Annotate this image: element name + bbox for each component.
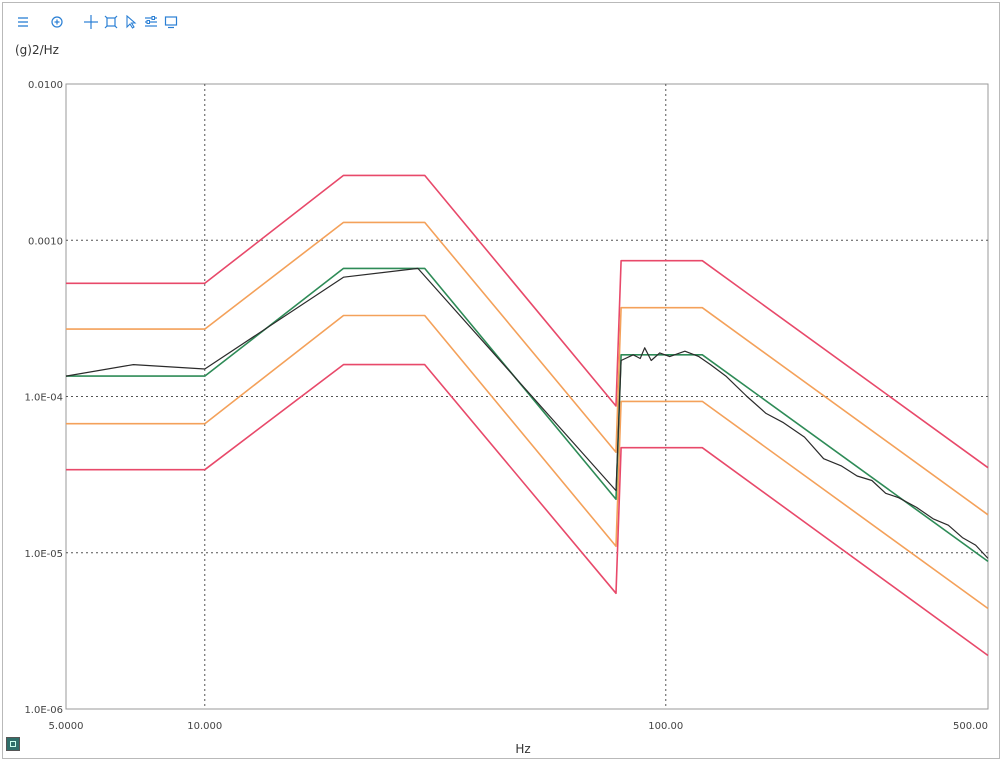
y-tick-label: 1.0E-04 (24, 393, 63, 404)
y-tick-label: 0.0010 (28, 236, 63, 247)
series-line-3 (66, 314, 989, 610)
x-tick-label: 500.00 (953, 721, 988, 732)
y-tick-label: 1.0E-05 (24, 549, 63, 560)
x-axis-label: Hz (515, 742, 530, 756)
y-tick-label: 0.0100 (28, 80, 63, 91)
menu-icon[interactable] (13, 12, 33, 32)
legend-toggle-icon[interactable] (6, 737, 20, 751)
fit-icon[interactable] (101, 12, 121, 32)
x-tick-label: 5.0000 (49, 721, 84, 732)
series-line-2 (66, 221, 989, 516)
x-tick-label: 10.000 (187, 721, 222, 732)
series-line-1 (66, 174, 989, 469)
cursor-icon[interactable] (121, 12, 141, 32)
crosshair-icon[interactable] (81, 12, 101, 32)
series-line-4 (66, 363, 989, 657)
y-tick-label: 1.0E-06 (24, 705, 63, 716)
series-line-6 (65, 267, 989, 559)
x-tick-label: 100.00 (648, 721, 683, 732)
display-icon[interactable] (161, 12, 181, 32)
settings-icon[interactable] (141, 12, 161, 32)
y-axis-label: (g)2/Hz (15, 43, 59, 57)
zoom-icon[interactable] (47, 12, 67, 32)
chart-toolbar (13, 11, 181, 33)
